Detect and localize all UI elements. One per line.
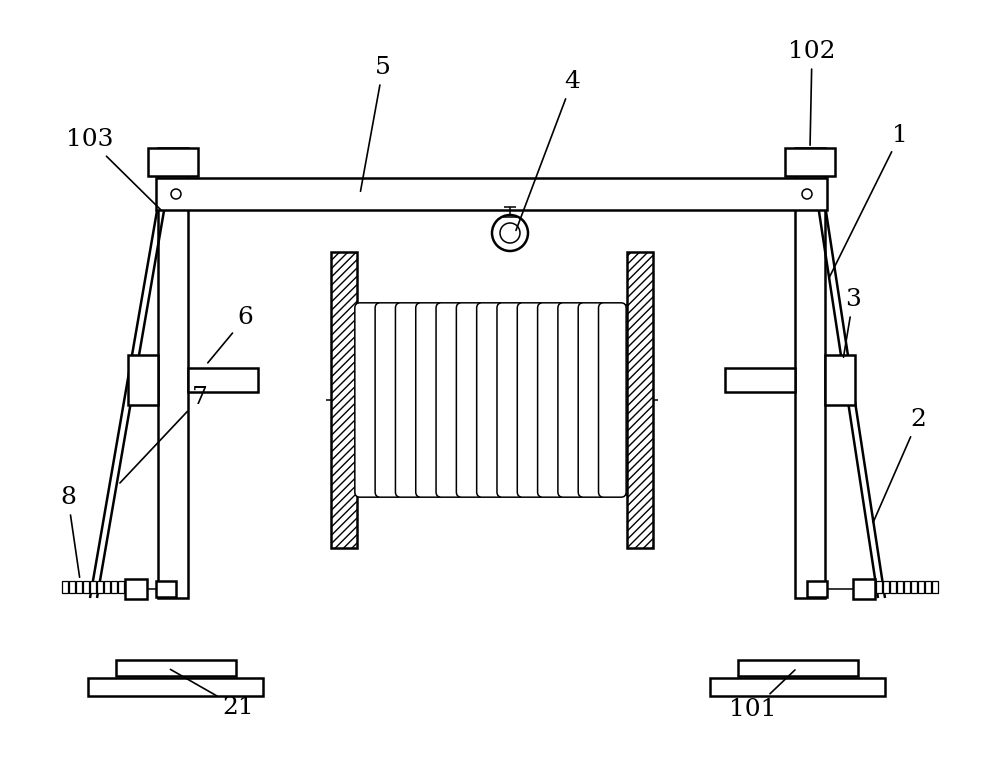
Bar <box>69 581 75 593</box>
Text: 3: 3 <box>843 288 861 357</box>
Bar <box>158 148 188 598</box>
Circle shape <box>492 215 528 251</box>
FancyBboxPatch shape <box>355 303 382 497</box>
Bar <box>825 355 855 405</box>
Circle shape <box>500 223 520 243</box>
Bar <box>76 581 82 593</box>
Circle shape <box>171 189 181 199</box>
Text: 5: 5 <box>360 56 391 191</box>
Bar <box>128 355 158 405</box>
Bar <box>853 579 875 599</box>
FancyBboxPatch shape <box>456 303 484 497</box>
Bar <box>125 579 147 599</box>
Bar <box>725 368 795 392</box>
FancyBboxPatch shape <box>436 303 464 497</box>
Circle shape <box>802 189 812 199</box>
Bar <box>785 148 835 176</box>
Bar <box>918 581 924 593</box>
FancyBboxPatch shape <box>538 303 565 497</box>
Bar <box>156 581 176 597</box>
Text: 4: 4 <box>516 70 580 231</box>
Text: 103: 103 <box>66 129 161 210</box>
Bar <box>118 581 124 593</box>
Bar <box>932 581 938 593</box>
Bar <box>795 148 825 598</box>
Bar <box>925 581 931 593</box>
Text: 8: 8 <box>60 487 80 577</box>
Bar <box>90 581 96 593</box>
FancyBboxPatch shape <box>517 303 545 497</box>
Bar <box>883 581 889 593</box>
Text: 101: 101 <box>729 670 795 722</box>
Bar <box>876 581 882 593</box>
Bar <box>148 148 198 176</box>
Bar <box>83 581 89 593</box>
FancyBboxPatch shape <box>599 303 626 497</box>
Bar <box>111 581 117 593</box>
Text: 21: 21 <box>170 669 254 719</box>
Bar <box>710 678 885 696</box>
Text: 6: 6 <box>208 307 253 363</box>
FancyBboxPatch shape <box>497 303 525 497</box>
Bar <box>104 581 110 593</box>
FancyBboxPatch shape <box>477 303 504 497</box>
FancyBboxPatch shape <box>578 303 606 497</box>
Bar <box>88 678 263 696</box>
Text: 1: 1 <box>829 123 908 278</box>
Bar <box>904 581 910 593</box>
Bar <box>331 252 357 548</box>
Bar <box>807 581 827 597</box>
Bar <box>627 252 653 548</box>
Text: 7: 7 <box>120 386 208 483</box>
Bar <box>97 581 103 593</box>
Text: 102: 102 <box>788 41 836 145</box>
Bar <box>890 581 896 593</box>
Bar <box>116 660 236 676</box>
Text: 2: 2 <box>873 409 926 523</box>
Bar <box>897 581 903 593</box>
Bar <box>188 368 258 392</box>
Bar <box>62 581 68 593</box>
Bar <box>156 178 827 210</box>
FancyBboxPatch shape <box>395 303 423 497</box>
FancyBboxPatch shape <box>558 303 586 497</box>
FancyBboxPatch shape <box>375 303 403 497</box>
Bar <box>911 581 917 593</box>
Bar <box>738 660 858 676</box>
FancyBboxPatch shape <box>416 303 443 497</box>
